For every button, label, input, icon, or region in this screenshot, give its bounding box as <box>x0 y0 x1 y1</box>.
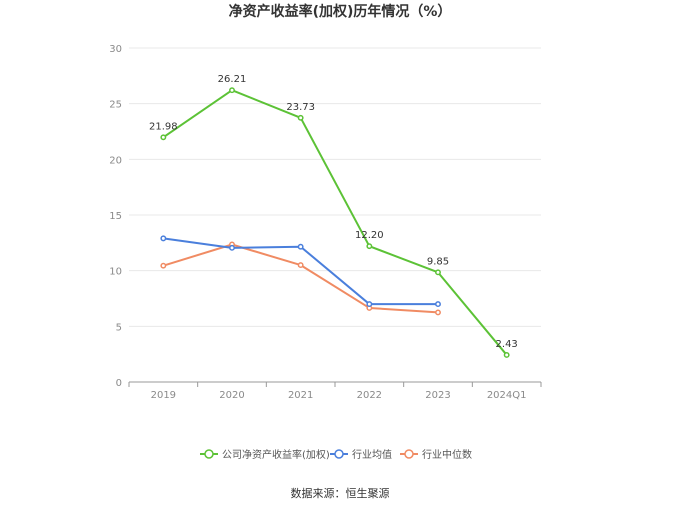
legend: 公司净资产收益率(加权) 行业均值 行业中位数 <box>200 448 472 461</box>
legend-marker <box>204 449 214 459</box>
y-tick-label: 0 <box>116 378 122 389</box>
y-tick-label: 20 <box>109 155 122 166</box>
legend-marker <box>334 449 344 459</box>
series-line <box>163 243 439 314</box>
data-point <box>435 269 441 276</box>
data-point <box>366 301 373 308</box>
series-layer <box>160 87 510 358</box>
y-tick-label: 15 <box>109 211 122 222</box>
legend-label: 行业均值 <box>352 448 392 461</box>
data-point <box>297 262 304 269</box>
data-label: 9.85 <box>427 256 449 267</box>
legend-label: 公司净资产收益率(加权) <box>222 448 330 461</box>
data-point <box>297 114 304 121</box>
source-note: 数据来源：恒生聚源 <box>291 486 390 500</box>
y-tick-label: 30 <box>109 44 122 55</box>
x-tick-label: 2023 <box>425 390 450 401</box>
data-label: 2.43 <box>496 339 518 350</box>
data-labels: 21.98 26.21 23.73 12.20 9.85 2.43 <box>149 74 518 350</box>
y-tick-label: 10 <box>109 267 122 278</box>
data-label: 21.98 <box>149 121 178 132</box>
data-point <box>160 134 167 141</box>
data-point <box>297 243 304 250</box>
data-point <box>160 262 167 269</box>
series-line <box>162 89 508 356</box>
data-point <box>435 309 441 316</box>
chart-title: 净资产收益率(加权)历年情况（%） <box>229 3 452 20</box>
legend-marker <box>404 449 414 459</box>
data-point <box>229 244 235 251</box>
x-tick-label: 2022 <box>357 390 382 401</box>
x-tick-label: 2020 <box>219 390 244 401</box>
data-point <box>366 243 373 250</box>
gridlines <box>129 47 541 327</box>
data-point <box>503 351 510 358</box>
legend-label: 行业中位数 <box>422 448 472 461</box>
data-label: 12.20 <box>355 230 384 241</box>
y-tick-label: 5 <box>116 322 122 333</box>
x-tick-label: 2021 <box>288 390 313 401</box>
x-tick-label: 2019 <box>151 390 176 401</box>
data-point <box>160 235 167 242</box>
y-tick-label: 25 <box>109 100 122 111</box>
x-tick-label: 2024Q1 <box>487 390 527 401</box>
data-point <box>229 87 235 94</box>
data-label: 26.21 <box>218 74 247 85</box>
data-point <box>435 301 441 308</box>
axes: 0 5 10 15 20 25 30 2019 2020 2021 2022 2023 2024Q1 <box>109 44 542 401</box>
data-label: 23.73 <box>286 102 315 113</box>
